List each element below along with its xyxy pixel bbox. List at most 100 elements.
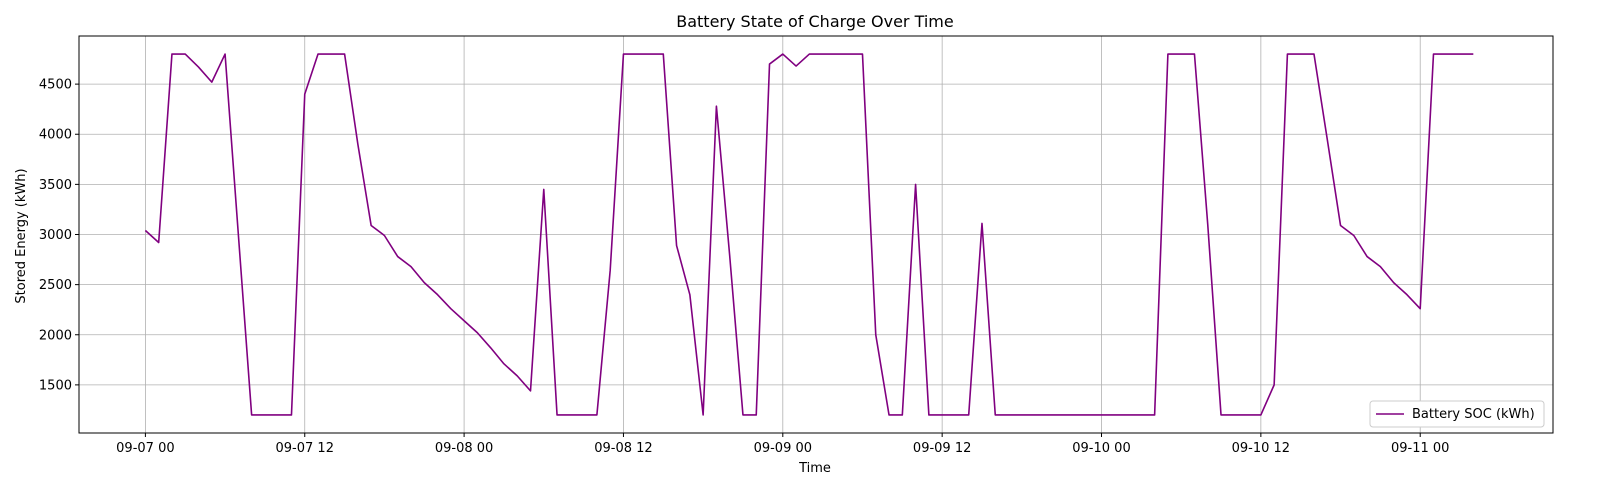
data-point bbox=[158, 242, 159, 243]
data-point bbox=[1274, 384, 1275, 385]
data-point bbox=[756, 414, 757, 415]
data-point bbox=[1021, 414, 1022, 415]
data-point bbox=[304, 94, 305, 95]
data-point bbox=[1008, 414, 1009, 415]
y-tick-label: 4500 bbox=[39, 78, 72, 93]
data-point bbox=[344, 53, 345, 54]
data-point bbox=[1088, 414, 1089, 415]
x-tick-label: 09-09 00 bbox=[754, 441, 812, 456]
data-point bbox=[198, 66, 199, 67]
data-point bbox=[1433, 53, 1434, 54]
legend: Battery SOC (kWh) bbox=[1369, 400, 1545, 428]
data-point bbox=[1393, 282, 1394, 283]
data-point bbox=[623, 53, 624, 54]
series-layer bbox=[144, 53, 1474, 416]
data-point bbox=[1181, 53, 1182, 54]
data-point bbox=[769, 63, 770, 64]
data-point bbox=[1074, 414, 1075, 415]
data-point bbox=[636, 53, 637, 54]
data-point bbox=[928, 414, 929, 415]
data-point bbox=[185, 53, 186, 54]
data-point bbox=[1048, 414, 1049, 415]
data-point bbox=[1207, 224, 1208, 225]
data-point bbox=[371, 225, 372, 226]
data-point bbox=[145, 230, 146, 231]
x-axis: 09-07 00 09-07 12 09-08 00 09-08 12 09-09 00… bbox=[116, 433, 1449, 456]
data-point bbox=[649, 53, 650, 54]
data-point bbox=[729, 255, 730, 256]
x-tick-label: 09-10 12 bbox=[1232, 441, 1290, 456]
data-point bbox=[1101, 414, 1102, 415]
data-point bbox=[1154, 414, 1155, 415]
x-tick-label: 09-07 12 bbox=[276, 441, 334, 456]
data-point bbox=[1234, 414, 1235, 415]
x-tick-label: 09-08 12 bbox=[594, 441, 652, 456]
data-point bbox=[1406, 294, 1407, 295]
data-point bbox=[477, 332, 478, 333]
data-point bbox=[543, 189, 544, 190]
data-point bbox=[968, 414, 969, 415]
data-point bbox=[530, 390, 531, 391]
x-tick-label: 09-10 00 bbox=[1072, 441, 1130, 456]
x-tick-label: 09-11 00 bbox=[1391, 441, 1449, 456]
data-point bbox=[570, 414, 571, 415]
data-point bbox=[1353, 235, 1354, 236]
data-point bbox=[1340, 225, 1341, 226]
data-point bbox=[424, 282, 425, 283]
data-point bbox=[822, 53, 823, 54]
data-point bbox=[1167, 53, 1168, 54]
data-point bbox=[1247, 414, 1248, 415]
data-point bbox=[663, 53, 664, 54]
y-axis: 1500 2000 2500 3000 3500 4000 4500 bbox=[39, 78, 79, 393]
data-point bbox=[1220, 414, 1221, 415]
data-point bbox=[1327, 139, 1328, 140]
data-point bbox=[450, 308, 451, 309]
data-point bbox=[331, 53, 332, 54]
y-tick-label: 2000 bbox=[39, 328, 72, 343]
data-point bbox=[357, 144, 358, 145]
data-point bbox=[1287, 53, 1288, 54]
data-point bbox=[981, 223, 982, 224]
data-point bbox=[1459, 53, 1460, 54]
grid bbox=[79, 36, 1553, 433]
data-point bbox=[291, 414, 292, 415]
data-point bbox=[782, 53, 783, 54]
series-line bbox=[144, 53, 1474, 416]
data-point bbox=[171, 53, 172, 54]
data-point bbox=[795, 65, 796, 66]
data-point bbox=[1366, 256, 1367, 257]
data-point bbox=[238, 234, 239, 235]
data-point bbox=[915, 184, 916, 185]
data-point bbox=[278, 414, 279, 415]
data-point bbox=[862, 53, 863, 54]
data-point bbox=[317, 53, 318, 54]
data-point bbox=[384, 235, 385, 236]
data-point bbox=[902, 414, 903, 415]
x-tick-label: 09-07 00 bbox=[116, 441, 174, 456]
data-point bbox=[689, 294, 690, 295]
data-point bbox=[942, 414, 943, 415]
y-tick-label: 3000 bbox=[39, 228, 72, 243]
data-point bbox=[1446, 53, 1447, 54]
data-point bbox=[596, 414, 597, 415]
data-point bbox=[410, 266, 411, 267]
chart-title: Battery State of Charge Over Time bbox=[676, 12, 953, 31]
data-point bbox=[610, 270, 611, 271]
data-point bbox=[955, 414, 956, 415]
data-point bbox=[809, 53, 810, 54]
x-axis-label: Time bbox=[798, 461, 831, 476]
data-point bbox=[264, 414, 265, 415]
data-point bbox=[397, 256, 398, 257]
data-point bbox=[1420, 308, 1421, 309]
y-tick-label: 4000 bbox=[39, 128, 72, 143]
data-point bbox=[1061, 414, 1062, 415]
data-point bbox=[224, 53, 225, 54]
data-point bbox=[1194, 53, 1195, 54]
data-point bbox=[583, 414, 584, 415]
data-point bbox=[1380, 266, 1381, 267]
data-point bbox=[703, 414, 704, 415]
data-point bbox=[849, 53, 850, 54]
data-point bbox=[676, 245, 677, 246]
